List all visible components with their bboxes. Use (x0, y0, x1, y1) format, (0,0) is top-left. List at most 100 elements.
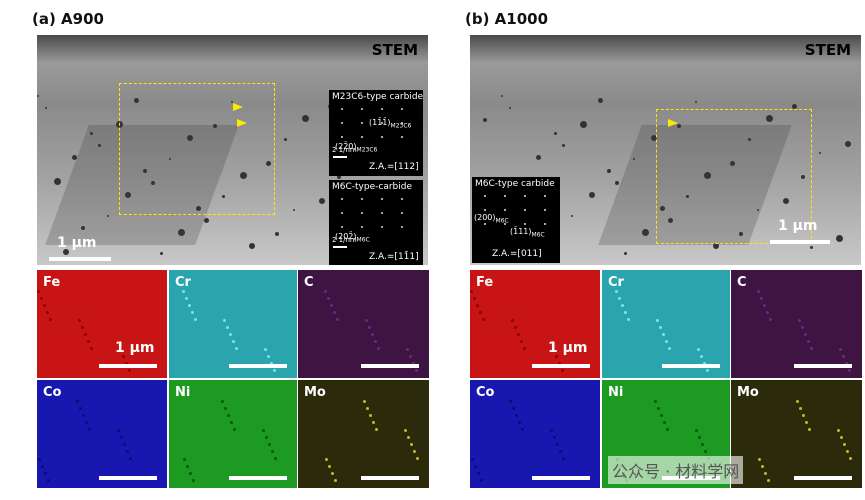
map-speck (763, 304, 766, 307)
particle (836, 235, 843, 242)
arrow (237, 119, 247, 127)
spot-label: (11̄1̄)M23C6 (369, 118, 411, 130)
diff-spot (401, 212, 403, 214)
eds-map: Fe 1 μm (470, 270, 600, 378)
particle (45, 107, 47, 109)
map-speck (265, 436, 268, 439)
map-speck (324, 290, 327, 293)
particle (90, 132, 93, 135)
map-speck (807, 340, 810, 343)
roi-box (656, 109, 812, 244)
scale-bar (532, 364, 590, 368)
element-label: Fe (476, 275, 494, 290)
map-speck (662, 333, 665, 336)
spot-index: (1̄11) (510, 227, 532, 236)
particle (293, 209, 295, 211)
map-speck (185, 297, 188, 300)
map-speck (659, 326, 662, 329)
map-speck (325, 458, 328, 461)
map-speck (232, 340, 235, 343)
diff-spot (484, 209, 486, 211)
map-speck (695, 429, 698, 432)
map-speck (365, 319, 368, 322)
diffraction-inset: M6C-type carbide (200)M6C (1̄11)M6C Z.A.=[0… (472, 177, 560, 263)
map-speck (758, 458, 761, 461)
map-speck (270, 362, 273, 365)
map-speck (660, 414, 663, 417)
map-speck (839, 348, 842, 351)
scale-bar (99, 364, 157, 368)
diff-spot (401, 136, 403, 138)
map-speck (191, 311, 194, 314)
particle (633, 158, 635, 160)
element-label: Cr (175, 275, 191, 290)
particle (677, 124, 681, 128)
panel-label: (b) A1000 (465, 10, 549, 28)
map-speck (703, 362, 706, 365)
map-speck (224, 407, 227, 410)
map-speck (552, 348, 555, 351)
map-speck (372, 421, 375, 424)
diff-spot (544, 209, 546, 211)
map-speck (701, 443, 704, 446)
map-speck (804, 333, 807, 336)
map-speck (843, 443, 846, 446)
stem-image: STEM 1 μm M6C-type carbide (200)M6C (1̄11)M6… (470, 35, 861, 265)
roi-box (119, 83, 275, 215)
scale-bar (99, 476, 157, 480)
element-label: Co (476, 385, 495, 400)
map-speck (223, 319, 226, 322)
panel-label: (a) A900 (32, 10, 104, 28)
map-speck (120, 436, 123, 439)
particle (213, 124, 217, 128)
eds-map: C (298, 270, 429, 378)
map-speck (126, 450, 129, 453)
particle (766, 115, 773, 122)
particle (695, 101, 697, 103)
map-speck (128, 369, 131, 372)
zone-axis: Z.A.=[11̄1] (369, 252, 419, 262)
map-speck (473, 297, 476, 300)
map-speck (615, 290, 618, 293)
map-speck (415, 369, 418, 372)
particle (801, 175, 805, 179)
particle (536, 155, 541, 160)
diff-spot (341, 226, 343, 228)
map-speck (410, 443, 413, 446)
particle (624, 252, 627, 255)
map-speck (81, 326, 84, 329)
diff-spot (401, 226, 403, 228)
diff-spot (361, 122, 363, 124)
scale-bar (229, 364, 287, 368)
particle (607, 169, 611, 173)
map-speck (412, 362, 415, 365)
particle (275, 232, 279, 236)
map-speck (558, 362, 561, 365)
eds-map: Mo (731, 380, 862, 488)
map-speck (186, 465, 189, 468)
spot-label: (22̄0)M23C6 (335, 142, 377, 154)
zone-axis: Z.A.=[112] (369, 162, 419, 172)
map-speck (559, 450, 562, 453)
map-speck (624, 311, 627, 314)
map-speck (523, 347, 526, 350)
map-speck (406, 348, 409, 351)
particle (319, 198, 325, 204)
map-speck (125, 362, 128, 365)
map-speck (84, 333, 87, 336)
particle (240, 172, 247, 179)
map-speck (374, 340, 377, 343)
map-speck (511, 319, 514, 322)
map-speck (404, 429, 407, 432)
spot-phase: M23C6 (390, 122, 412, 130)
diff-spot (401, 108, 403, 110)
scale-bar (532, 476, 590, 480)
particle (615, 181, 619, 185)
map-speck (47, 479, 50, 482)
particle (704, 172, 711, 179)
diff-spot (381, 226, 383, 228)
spot-label: (1̄11)M6C (510, 227, 545, 239)
arrow (668, 119, 678, 127)
map-speck (657, 407, 660, 410)
map-speck (129, 457, 132, 460)
